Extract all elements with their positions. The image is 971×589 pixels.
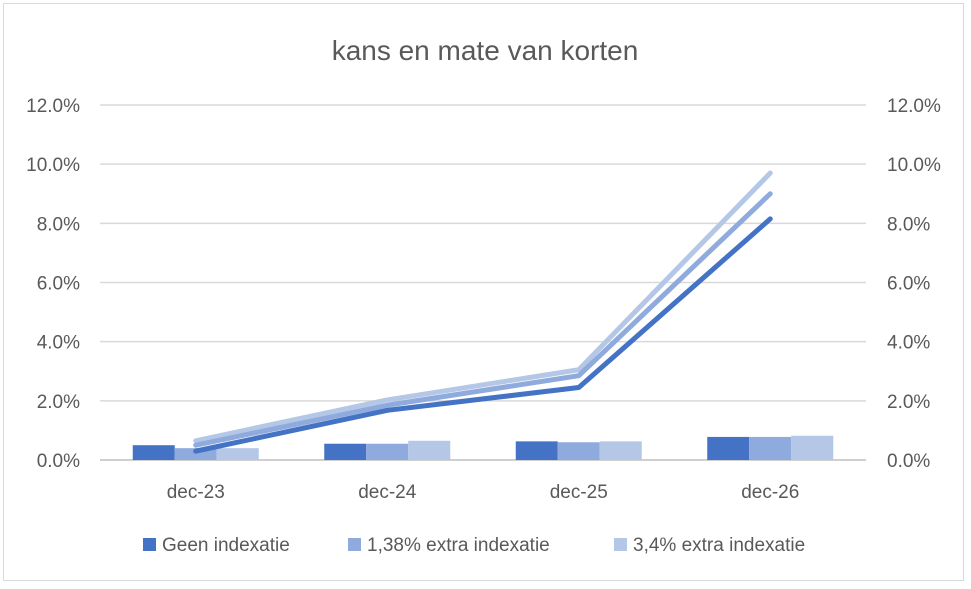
y-tick-label-right: 8.0% [887, 214, 930, 235]
bar-1-38-extra-indexatie-dec-25 [557, 442, 600, 460]
bars [132, 435, 834, 460]
y-tick-label-left: 0.0% [37, 451, 80, 472]
bar-1-38-extra-indexatie-dec-23 [174, 448, 217, 460]
y-tick-label-left: 6.0% [37, 274, 80, 295]
y-tick-label-right: 12.0% [887, 96, 941, 117]
legend-swatch [143, 538, 156, 551]
y-axis-left: 0.0% 2.0% 4.0% 6.0% 8.0% 10.0% 12.0% [26, 96, 80, 472]
y-tick-label-right: 10.0% [887, 155, 941, 176]
legend-swatch [614, 538, 627, 551]
bar-geen-indexatie-dec-25 [515, 441, 558, 460]
bar-1-38-extra-indexatie-dec-26 [749, 436, 792, 460]
bar-geen-indexatie-dec-24 [324, 443, 367, 460]
line-geen-indexatie [193, 216, 773, 454]
y-tick-label-right: 6.0% [887, 274, 930, 295]
legend-label: 3,4% extra indexatie [633, 535, 805, 556]
y-tick-label-right: 0.0% [887, 451, 930, 472]
legend: Geen indexatie 1,38% extra indexatie 3,4% … [143, 535, 805, 556]
line-1-38-extra-indexatie [193, 191, 773, 448]
legend-label: Geen indexatie [162, 535, 290, 556]
legend-label: 1,38% extra indexatie [367, 535, 550, 556]
bar-geen-indexatie-dec-26 [707, 436, 750, 460]
x-tick-label: dec-25 [550, 482, 608, 503]
bar-1-38-extra-indexatie-dec-24 [366, 443, 409, 460]
x-tick-label: dec-23 [167, 482, 225, 503]
y-tick-label-left: 4.0% [37, 333, 80, 354]
y-tick-label-left: 8.0% [37, 214, 80, 235]
lines [193, 170, 773, 454]
legend-swatch [348, 538, 361, 551]
y-tick-label-right: 2.0% [887, 392, 930, 413]
x-axis: dec-23 dec-24 dec-25 dec-26 [167, 482, 800, 503]
gridlines [100, 104, 866, 461]
chart-frame [3, 3, 964, 581]
bar-geen-indexatie-dec-23 [132, 445, 175, 460]
line-3-4-extra-indexatie [193, 170, 773, 444]
y-tick-label-left: 10.0% [26, 155, 80, 176]
chart-title: kans en mate van korten [332, 35, 639, 66]
y-tick-label-left: 12.0% [26, 96, 80, 117]
x-tick-label: dec-26 [741, 482, 799, 503]
y-tick-label-right: 4.0% [887, 333, 930, 354]
x-tick-label: dec-24 [358, 482, 417, 503]
y-axis-right: 0.0% 2.0% 4.0% 6.0% 8.0% 10.0% 12.0% [887, 96, 941, 472]
bar-3-4-extra-indexatie-dec-23 [216, 448, 259, 460]
bar-3-4-extra-indexatie-dec-24 [408, 440, 451, 460]
bar-3-4-extra-indexatie-dec-25 [599, 441, 642, 460]
bar-3-4-extra-indexatie-dec-26 [791, 435, 834, 460]
y-tick-label-left: 2.0% [37, 392, 80, 413]
